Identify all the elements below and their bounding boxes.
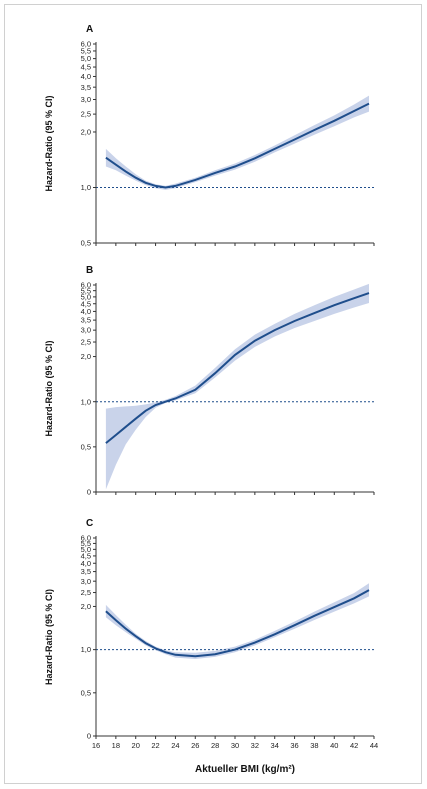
x-tick-label: 32 xyxy=(251,741,259,750)
x-tick-label: 40 xyxy=(330,741,338,750)
panel-label: A xyxy=(86,24,93,35)
y-tick-label: 4,5 xyxy=(81,552,91,561)
x-tick-label: 36 xyxy=(290,741,298,750)
panel-b: B Hazard-Ratio (95 % CI) 0 0,5 1,0 2,0 2,5 3,03… xyxy=(44,265,375,497)
y-tick-label: 5,5 xyxy=(81,539,91,548)
hazard-ratio-line xyxy=(105,589,370,658)
y-tick-label: 1,0 xyxy=(81,183,91,192)
y-tick-label: 4,0 xyxy=(81,72,91,81)
y-tick-label: 2,5 xyxy=(81,588,91,597)
y-axis-label: Hazard-Ratio (95 % CI) xyxy=(44,95,54,191)
x-tick-label: 18 xyxy=(112,741,120,750)
y-axis-label: Hazard-Ratio (95 % CI) xyxy=(44,340,54,436)
x-tick-label: 42 xyxy=(350,741,358,750)
y-tick-label: 2,5 xyxy=(81,110,91,119)
y-tick-label: 0 xyxy=(87,732,91,741)
panel-label: C xyxy=(86,518,93,529)
y-tick-label: 3,0 xyxy=(81,577,91,586)
y-tick-label: 5,0 xyxy=(81,292,91,301)
x-tick-label: 30 xyxy=(231,741,239,750)
y-tick-label: 1,0 xyxy=(81,645,91,654)
y-tick-label: 2,0 xyxy=(81,128,91,137)
y-tick-label: 4,5 xyxy=(81,63,91,72)
y-tick-label: 4,0 xyxy=(81,559,91,568)
x-tick-label: 22 xyxy=(151,741,159,750)
x-axis-label: Aktueller BMI (kg/m²) xyxy=(195,764,295,775)
y-tick-label: 4,0 xyxy=(81,307,91,316)
hazard-ratio-line xyxy=(105,292,370,444)
y-tick-label: 4,5 xyxy=(81,299,91,308)
y-tick-label: 2,0 xyxy=(81,602,91,611)
x-tick-label: 34 xyxy=(271,741,279,750)
y-tick-label: 3,0 xyxy=(81,326,91,335)
y-tick-label: 5,5 xyxy=(81,47,91,56)
y-tick-label: 5,0 xyxy=(81,545,91,554)
y-tick-label: 1,0 xyxy=(81,397,91,406)
y-tick-label: 0,5 xyxy=(81,688,91,697)
y-tick-label: 2,5 xyxy=(81,338,91,347)
y-tick-label: 0 xyxy=(87,488,91,497)
x-tick-label: 26 xyxy=(191,741,199,750)
x-tick-label: 44 xyxy=(370,741,378,750)
panel-a: A Hazard-Ratio (95 % CI) 0,5 1,0 2,0 2,5 3,0 3,… xyxy=(44,24,375,248)
y-tick-label: 0,5 xyxy=(81,442,91,451)
y-tick-label: 5,5 xyxy=(81,286,91,295)
y-tick-label: 6,0 xyxy=(81,534,91,543)
confidence-band xyxy=(105,283,370,490)
y-tick-label: 6,0 xyxy=(81,281,91,290)
confidence-band xyxy=(105,95,370,190)
y-tick-label: 3,0 xyxy=(81,95,91,104)
x-tick-label: 16 xyxy=(92,741,100,750)
y-tick-label: 3,5 xyxy=(81,316,91,325)
y-axis-label: Hazard-Ratio (95 % CI) xyxy=(44,589,54,685)
figure-frame xyxy=(4,4,422,784)
panel-label: B xyxy=(86,265,93,276)
y-tick-label: 3,5 xyxy=(81,567,91,576)
y-tick-label: 6,0 xyxy=(81,40,91,49)
x-tick-label: 38 xyxy=(310,741,318,750)
hazard-ratio-line xyxy=(105,102,370,189)
x-tick-label: 20 xyxy=(132,741,140,750)
confidence-band xyxy=(105,583,370,659)
y-tick-label: 2,0 xyxy=(81,352,91,361)
y-tick-label: 3,5 xyxy=(81,83,91,92)
x-tick-label: 24 xyxy=(171,741,179,750)
y-tick-label: 5,0 xyxy=(81,54,91,63)
x-tick-label: 28 xyxy=(211,741,219,750)
y-tick-label: 0,5 xyxy=(81,239,91,248)
